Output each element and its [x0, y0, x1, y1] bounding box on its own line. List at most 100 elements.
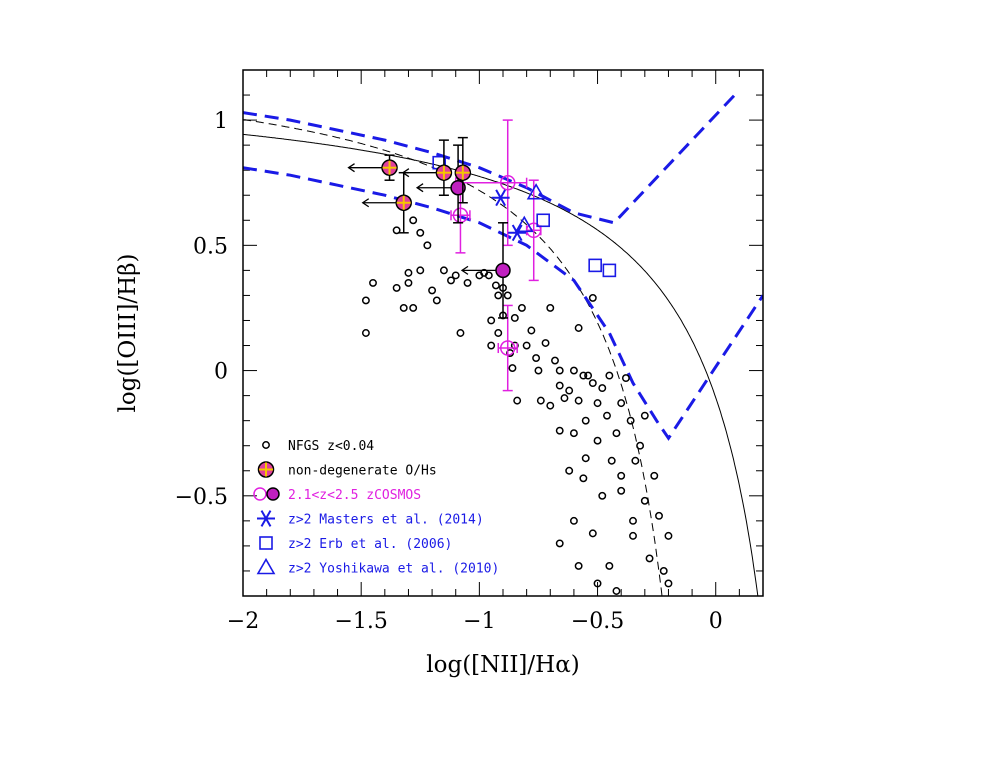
nfgs-point [581, 454, 590, 463]
nfgs-point [617, 486, 626, 495]
nfgs-point [369, 278, 377, 287]
nfgs-point [569, 366, 578, 375]
zcosmos-open-point [499, 174, 516, 191]
nfgs-point [579, 371, 588, 380]
nfgs-point [617, 471, 626, 480]
nfgs-point [527, 326, 536, 335]
y-tick-label: 1 [214, 109, 228, 134]
nfgs-point [629, 531, 637, 540]
nfgs-point [612, 587, 621, 595]
nfgs-point [565, 386, 574, 395]
nfgs-point [555, 381, 564, 390]
curve-line [243, 88, 741, 225]
nfgs-point [534, 366, 543, 375]
nfgs-point [361, 329, 370, 337]
nfgs-point [541, 339, 550, 347]
legend-marker-filled [266, 487, 280, 501]
nfgs-point [510, 314, 519, 322]
nfgs-point [617, 399, 626, 408]
nfgs-point [487, 341, 496, 350]
x-tick-label: 0 [709, 609, 723, 634]
nfgs-point [640, 496, 649, 505]
nfgs-point [508, 364, 517, 373]
nfgs-point [588, 293, 597, 302]
nfgs-point [399, 304, 408, 312]
nfgs-point [626, 416, 635, 425]
nfgs-point [416, 266, 425, 275]
legend-marker [259, 536, 273, 550]
nfgs-point [584, 371, 593, 380]
erb-point [602, 263, 617, 278]
nfgs-point [631, 456, 640, 465]
nfgs-point [650, 471, 659, 480]
y-tick-label: 0 [214, 360, 228, 385]
nfgs-point [447, 276, 455, 285]
nfgs-point [645, 554, 654, 563]
nfgs-point [629, 516, 637, 525]
curve-line [243, 133, 759, 596]
nfgs-point [494, 291, 503, 300]
arrow-head [401, 168, 410, 178]
nfgs-point [607, 456, 616, 465]
erb-point [536, 213, 550, 228]
nfgs-point [640, 411, 649, 420]
nfgs-point [484, 271, 493, 280]
legend-label: z>2 Yoshikawa et al. (2010) [288, 562, 499, 577]
nfgs-point [565, 466, 574, 475]
y-tick-label: −0.5 [175, 485, 228, 510]
legend-label: non-degenerate O/Hs [288, 464, 437, 479]
nfgs-point [451, 271, 460, 280]
nfgs-point [574, 561, 583, 570]
legend: NFGS z<0.04 non-degenerate O/Hs 2.1<z<2.5 … [253, 439, 499, 577]
nfgs-point [593, 399, 602, 408]
zcosmos-open-point [499, 340, 516, 356]
nfgs-point [409, 304, 418, 312]
data-points [347, 119, 673, 595]
axis-ticks [242, 69, 764, 597]
nfgs-point [598, 384, 607, 393]
nfgs-point [551, 356, 559, 365]
legend-marker-open [253, 487, 267, 501]
nfgs-point [588, 529, 597, 538]
nfgs-point [392, 283, 401, 292]
nfgs-point [513, 396, 522, 405]
nfgs-point [532, 354, 541, 362]
nfgs-point [494, 329, 503, 337]
nfgs-point [404, 268, 413, 277]
legend-marker-d2 [260, 510, 272, 527]
nfgs-point [404, 278, 413, 287]
x-tick-label: −1.5 [334, 609, 387, 634]
legend-entry: z>2 Yoshikawa et al. (2010) [256, 557, 499, 577]
nfgs-point [598, 491, 607, 500]
nfgs-point [569, 516, 578, 525]
nfgs-point [664, 579, 673, 588]
nfgs-point [517, 304, 526, 312]
legend-entry: NFGS z<0.04 [262, 439, 374, 454]
arrow-head [415, 183, 424, 193]
nfgs-point [555, 539, 564, 548]
nfgs-point [659, 567, 668, 575]
nfgs-point [423, 241, 432, 250]
nfgs-point [416, 228, 425, 237]
plot-frame [242, 69, 764, 597]
nfgs-point [588, 379, 597, 388]
legend-marker [256, 557, 276, 575]
nfgs-point [555, 366, 564, 375]
nfgs-point [655, 511, 663, 520]
erb-point [588, 258, 602, 273]
nfgs-point [579, 474, 588, 483]
nfgs-point [574, 324, 583, 332]
masters-point-d2 [511, 224, 523, 242]
x-tick-label: −1 [463, 609, 495, 634]
nfgs-point [664, 531, 673, 540]
nfgs-point [555, 426, 564, 435]
nfgs-point [361, 296, 370, 305]
nfgs-point [432, 296, 441, 305]
nfgs-point [574, 396, 583, 405]
nfgs-point [569, 429, 578, 438]
nfgs-point [487, 316, 496, 325]
x-tick-label: −2 [227, 609, 259, 634]
nfgs-point [503, 291, 512, 300]
yoshikawa-point [526, 183, 546, 200]
